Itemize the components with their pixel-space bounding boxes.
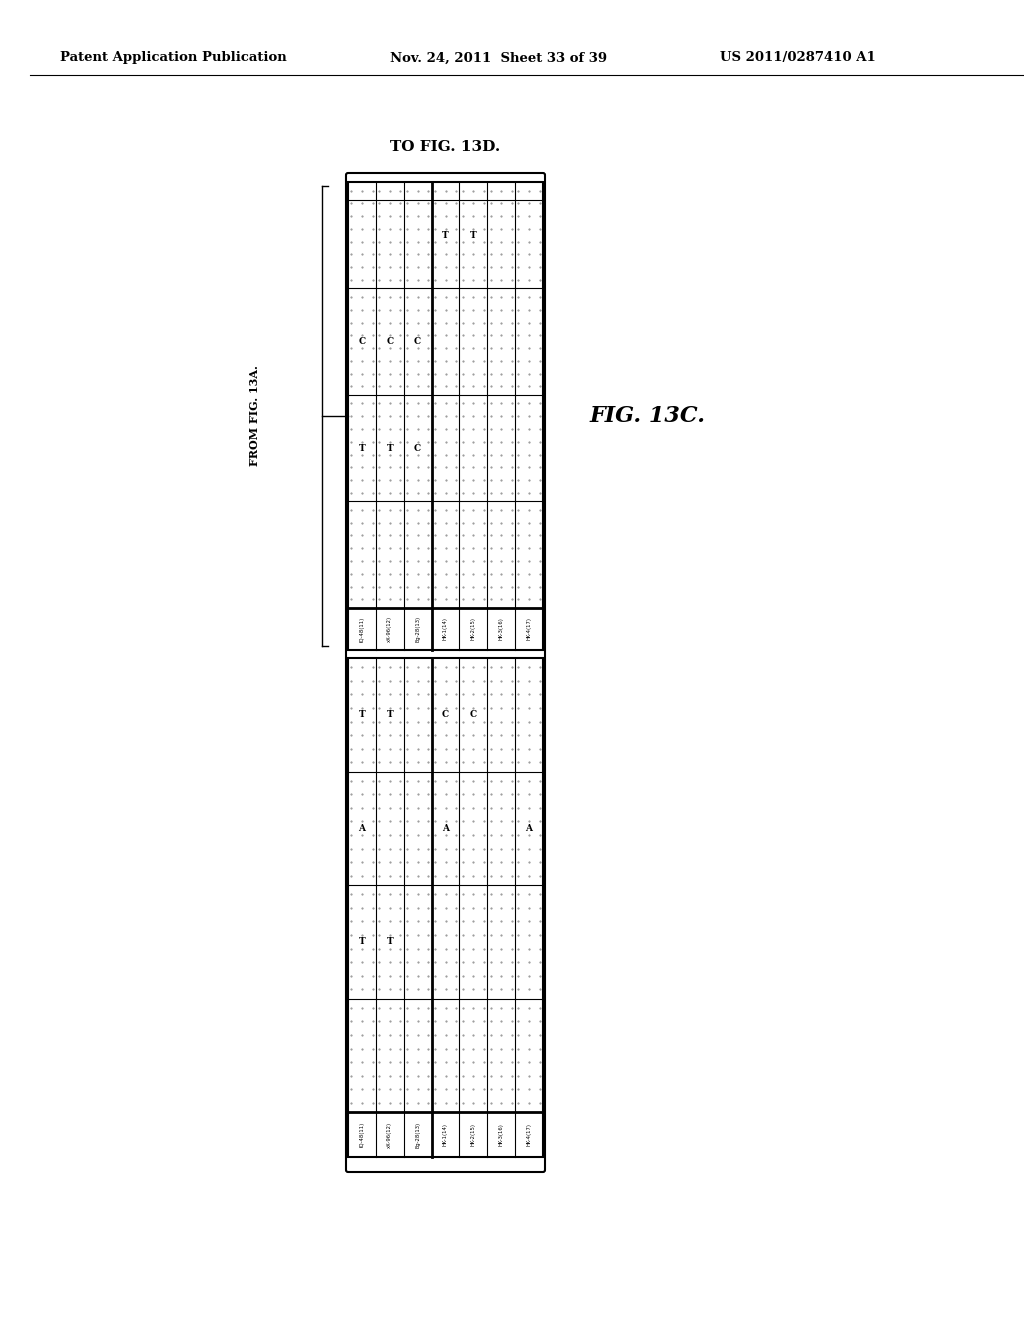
Text: IQ-48(11): IQ-48(11): [359, 1122, 365, 1147]
Text: A: A: [358, 824, 366, 833]
Text: HK-2(15): HK-2(15): [471, 618, 476, 640]
Text: C: C: [414, 337, 421, 346]
Text: T: T: [470, 231, 477, 240]
Text: C: C: [470, 710, 477, 719]
Text: T: T: [386, 710, 393, 719]
Text: HK-3(16): HK-3(16): [499, 1123, 504, 1146]
Text: T: T: [358, 710, 366, 719]
Text: Eg-28(13): Eg-28(13): [415, 616, 420, 642]
Bar: [348, 182, 543, 649]
Text: HK-4(17): HK-4(17): [526, 1123, 531, 1146]
Text: C: C: [386, 337, 393, 346]
FancyBboxPatch shape: [346, 173, 545, 1172]
Text: T: T: [442, 231, 449, 240]
Text: HK-4(17): HK-4(17): [526, 618, 531, 640]
Text: FIG. 13C.: FIG. 13C.: [590, 405, 706, 426]
Text: IQ-48(11): IQ-48(11): [359, 616, 365, 642]
Text: T: T: [386, 937, 393, 946]
Text: A: A: [442, 824, 449, 833]
Text: TO FIG. 13D.: TO FIG. 13D.: [390, 140, 501, 154]
Text: Nov. 24, 2011  Sheet 33 of 39: Nov. 24, 2011 Sheet 33 of 39: [390, 51, 607, 65]
Text: xX-96(12): xX-96(12): [387, 616, 392, 642]
Text: US 2011/0287410 A1: US 2011/0287410 A1: [720, 51, 876, 65]
Text: HK-1(14): HK-1(14): [443, 1123, 449, 1146]
Text: HK-1(14): HK-1(14): [443, 618, 449, 640]
Bar: [348, 657, 543, 1158]
Text: HK-2(15): HK-2(15): [471, 1123, 476, 1146]
Text: C: C: [442, 710, 450, 719]
Text: C: C: [358, 337, 366, 346]
Text: T: T: [358, 937, 366, 946]
Text: C: C: [414, 444, 421, 453]
Text: Eg-28(13): Eg-28(13): [415, 1122, 420, 1147]
Text: T: T: [386, 444, 393, 453]
Text: Patent Application Publication: Patent Application Publication: [60, 51, 287, 65]
Text: A: A: [525, 824, 532, 833]
Text: HK-3(16): HK-3(16): [499, 618, 504, 640]
Text: T: T: [358, 444, 366, 453]
Text: xX-96(12): xX-96(12): [387, 1122, 392, 1147]
Text: FROM FIG. 13A.: FROM FIG. 13A.: [250, 366, 260, 466]
